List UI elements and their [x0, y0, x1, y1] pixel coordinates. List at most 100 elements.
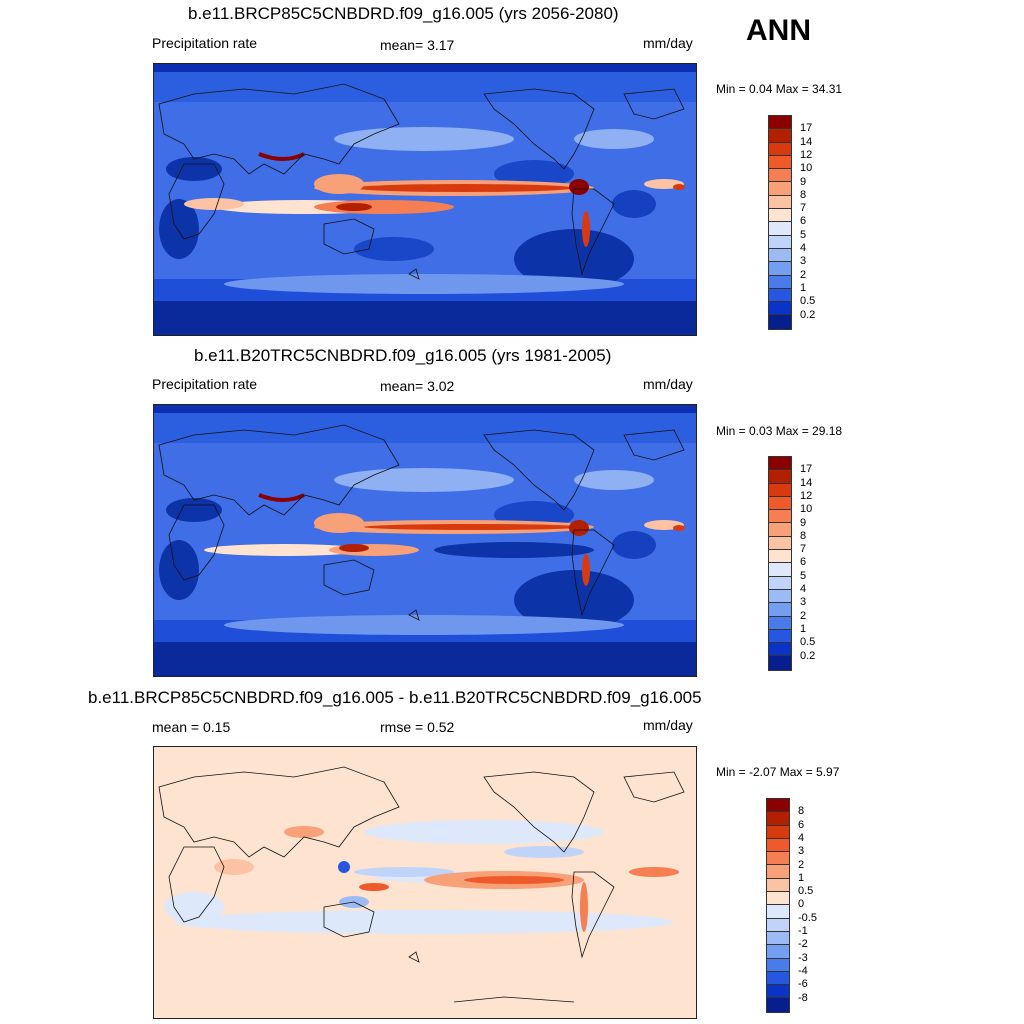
colorbar-label: 4: [800, 242, 807, 254]
panel2-mean: mean= 3.02: [380, 378, 455, 394]
panel2-minmax: Min = 0.03 Max = 29.18: [716, 424, 843, 438]
colorbar-label: 9: [800, 175, 807, 188]
panel3-mean: mean = 0.15: [152, 719, 231, 735]
colorbar-swatch: [769, 182, 791, 196]
panel2-colorbar: [768, 456, 792, 671]
colorbar-label: 2: [800, 268, 807, 281]
colorbar-label: -8: [798, 991, 808, 1004]
colorbar-swatch: [767, 958, 789, 972]
colorbar-swatch: [769, 656, 791, 670]
panel1-mean: mean= 3.17: [380, 37, 455, 53]
colorbar-swatch: [769, 155, 791, 170]
colorbar-swatch: [769, 116, 791, 130]
colorbar-label: 2: [798, 858, 805, 871]
colorbar-swatch: [767, 905, 789, 919]
colorbar-label: 17: [800, 463, 813, 476]
colorbar-swatch: [769, 195, 791, 210]
panel1-minmax: Min = 0.04 Max = 34.31: [716, 82, 843, 96]
colorbar-label: 1: [798, 871, 805, 884]
panel1-colorbar: [768, 115, 792, 330]
panel3-map: [153, 746, 697, 1019]
colorbar-label: 0: [798, 898, 805, 911]
colorbar-label: -0.5: [798, 911, 817, 924]
colorbar-swatch: [767, 971, 789, 986]
colorbar-swatch: [769, 589, 791, 604]
colorbar-label: 0.5: [798, 885, 814, 898]
panel1-units: mm/day: [643, 35, 693, 51]
colorbar-swatch: [769, 262, 791, 276]
colorbar-swatch: [769, 142, 791, 156]
colorbar-label: -3: [798, 951, 808, 964]
colorbar-swatch: [769, 643, 791, 657]
colorbar-label: 7: [800, 543, 807, 556]
panel3-minmax: Min = -2.07 Max = 5.97: [716, 765, 840, 779]
colorbar-label: 10: [800, 162, 813, 175]
colorbar-swatch: [767, 865, 789, 879]
colorbar-swatch: [769, 496, 791, 511]
colorbar-swatch: [769, 457, 791, 471]
colorbar-swatch: [769, 510, 791, 524]
colorbar-swatch: [769, 235, 791, 249]
colorbar-swatch: [767, 838, 789, 853]
panel2-title: b.e11.B20TRC5CNBDRD.f09_g16.005 (yrs 198…: [194, 346, 612, 365]
panel3-colorbar: [766, 798, 790, 1013]
colorbar-swatch: [767, 812, 789, 826]
colorbar-swatch: [769, 248, 791, 263]
colorbar-label: 8: [800, 188, 807, 201]
colorbar-label: 0.2: [800, 308, 816, 321]
colorbar-swatch: [769, 629, 791, 644]
colorbar-swatch: [769, 302, 791, 316]
colorbar-label: 0.5: [800, 295, 816, 308]
colorbar-label: 4: [798, 831, 805, 844]
colorbar-swatch: [767, 799, 789, 813]
colorbar-swatch: [769, 209, 791, 223]
panel3-title: b.e11.BRCP85C5CNBDRD.f09_g16.005 - b.e11…: [88, 688, 702, 707]
colorbar-swatch: [767, 918, 789, 932]
colorbar-label: 4: [800, 583, 807, 595]
colorbar-label: 5: [800, 569, 807, 582]
colorbar-label: -2: [798, 938, 808, 951]
colorbar-swatch: [767, 945, 789, 959]
panel2-units: mm/day: [643, 376, 693, 392]
colorbar-swatch: [769, 288, 791, 303]
colorbar-swatch: [769, 483, 791, 497]
colorbar-label: 12: [800, 489, 813, 502]
colorbar-label: 0.5: [800, 636, 816, 649]
colorbar-label: 14: [800, 135, 813, 148]
colorbar-label: 8: [800, 529, 807, 542]
colorbar-swatch: [769, 603, 791, 617]
colorbar-swatch: [769, 222, 791, 236]
colorbar-swatch: [769, 576, 791, 590]
panel2-map: [153, 404, 697, 677]
colorbar-swatch: [769, 129, 791, 143]
colorbar-label: 2: [800, 609, 807, 622]
colorbar-label: 0.2: [800, 649, 816, 662]
colorbar-swatch: [767, 892, 789, 906]
colorbar-swatch: [769, 616, 791, 630]
colorbar-label: 14: [800, 476, 813, 489]
colorbar-label: 9: [800, 516, 807, 529]
colorbar-swatch: [767, 998, 789, 1012]
colorbar-label: 6: [800, 215, 807, 228]
panel1-left-label: Precipitation rate: [152, 35, 258, 51]
colorbar-swatch: [769, 536, 791, 551]
panel3-rmse: rmse = 0.52: [380, 719, 455, 735]
panel1-title: b.e11.BRCP85C5CNBDRD.f09_g16.005 (yrs 20…: [188, 4, 619, 23]
colorbar-swatch: [769, 563, 791, 577]
colorbar-swatch: [767, 825, 789, 839]
colorbar-swatch: [767, 878, 789, 893]
colorbar-label: -6: [798, 978, 808, 991]
colorbar-swatch: [767, 985, 789, 999]
colorbar-swatch: [769, 470, 791, 484]
colorbar-swatch: [767, 852, 789, 866]
colorbar-label: 3: [800, 596, 807, 609]
colorbar-swatch: [769, 275, 791, 289]
colorbar-swatch: [769, 523, 791, 537]
colorbar-label: 6: [800, 556, 807, 569]
panel2-left-label: Precipitation rate: [152, 376, 258, 392]
colorbar-label: 10: [800, 503, 813, 516]
colorbar-swatch: [769, 169, 791, 183]
colorbar-label: 1: [800, 622, 807, 635]
panel1-map: [153, 63, 697, 336]
colorbar-label: -4: [798, 964, 808, 977]
